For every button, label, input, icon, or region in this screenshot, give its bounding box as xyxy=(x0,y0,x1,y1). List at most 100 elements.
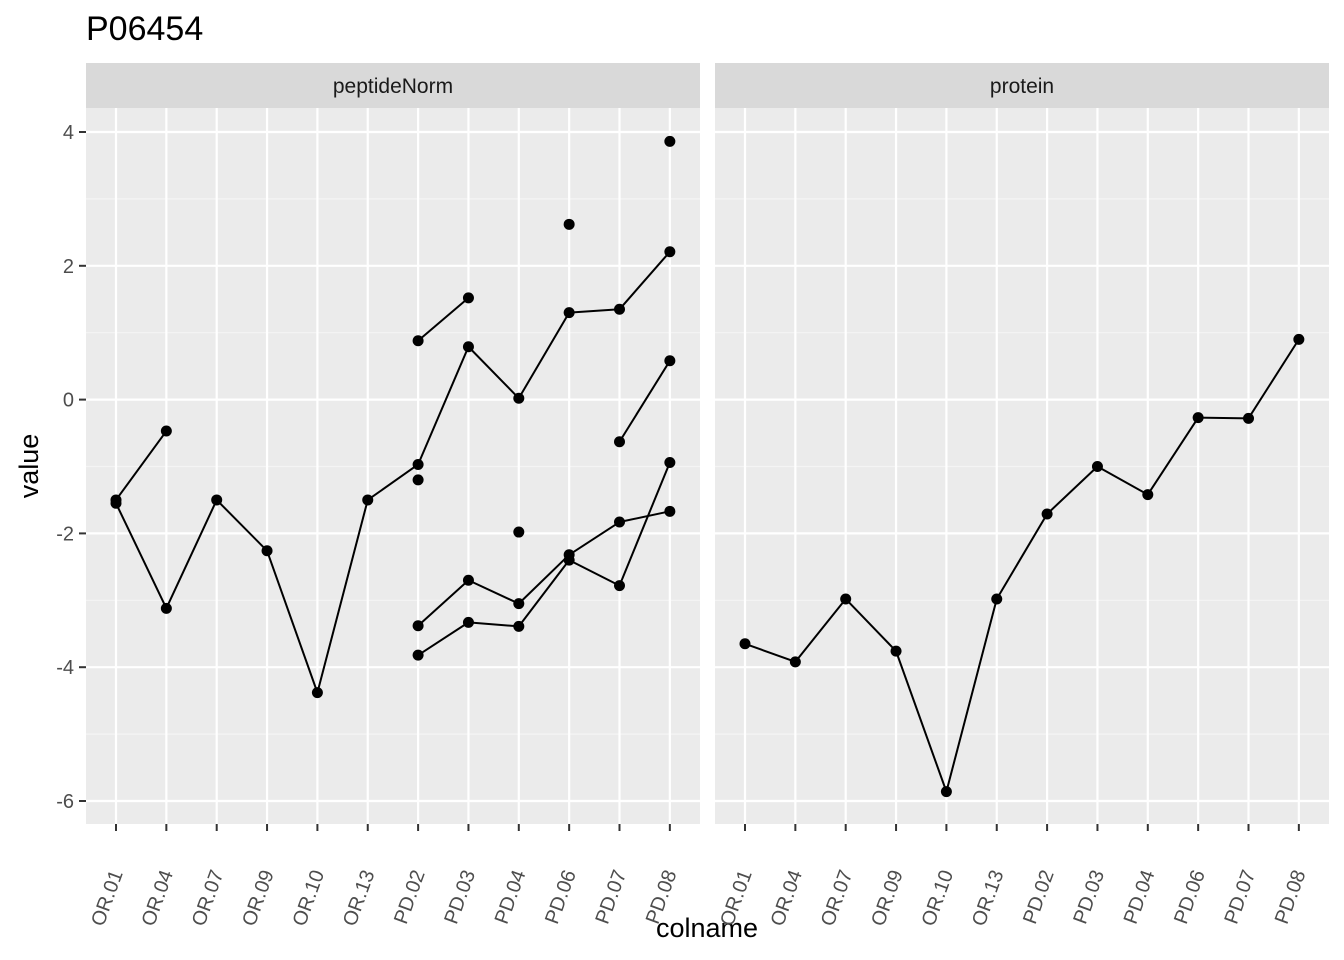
line-segment xyxy=(1096,465,1149,496)
line-segment xyxy=(618,462,671,586)
x-tick-label: PD.02 xyxy=(390,867,430,927)
data-point xyxy=(1091,461,1103,472)
line-segment xyxy=(1247,338,1300,419)
chart-title: P06454 xyxy=(86,10,203,48)
line-segment xyxy=(215,499,268,552)
line-segment xyxy=(468,621,519,628)
data-point xyxy=(614,580,625,592)
line-segment xyxy=(844,598,897,652)
x-tick-label: OR.10 xyxy=(289,867,329,929)
data-point xyxy=(513,620,525,632)
data-point xyxy=(664,456,676,468)
x-tick-label: OR.10 xyxy=(918,867,958,929)
data-point xyxy=(462,616,474,628)
line-segment xyxy=(165,499,218,609)
data-point xyxy=(513,392,525,404)
data-point xyxy=(110,497,122,509)
y-tick-label: 2 xyxy=(63,256,74,278)
y-tick-label: 0 xyxy=(63,390,74,412)
x-tick-label: OR.09 xyxy=(238,867,278,929)
series-4 xyxy=(563,135,676,230)
data-point xyxy=(462,292,474,304)
series-7 xyxy=(412,456,676,661)
line-segment xyxy=(417,579,470,627)
data-point xyxy=(462,341,474,353)
line-segment xyxy=(618,251,671,310)
line-segment xyxy=(115,430,168,501)
series-1 xyxy=(739,333,1305,798)
series-2 xyxy=(110,246,676,699)
line-segment xyxy=(316,499,369,693)
data-point xyxy=(412,458,424,470)
data-point xyxy=(840,593,852,605)
line-segment xyxy=(744,642,796,663)
x-tick-label: OR.04 xyxy=(138,867,178,929)
facet-strip-label: peptideNorm xyxy=(333,75,453,98)
y-tick-label: -2 xyxy=(56,523,74,545)
data-point xyxy=(991,593,1003,605)
x-tick-label: PD.08 xyxy=(1271,867,1311,927)
line-segment xyxy=(1146,417,1199,496)
data-point xyxy=(563,554,575,566)
line-segment xyxy=(367,463,419,501)
data-point xyxy=(311,687,323,699)
y-axis-title: value xyxy=(14,434,44,499)
line-segment xyxy=(417,297,470,342)
data-point xyxy=(940,786,952,798)
line-segment xyxy=(568,521,621,556)
x-tick-label: PD.04 xyxy=(1120,867,1160,927)
facet-peptideNorm: peptideNorm OR.01 OR.04 OR.07 OR.09 OR.10 OR.1… xyxy=(56,63,700,929)
data-point xyxy=(664,246,676,258)
line-segment xyxy=(1198,416,1249,420)
line-segment xyxy=(518,554,570,605)
line-segment xyxy=(266,550,319,693)
x-tick-label: PD.04 xyxy=(491,867,531,927)
line-segment xyxy=(568,559,620,587)
data-point xyxy=(462,574,474,586)
x-axis-title: colname xyxy=(656,913,758,943)
y-tick-label: -6 xyxy=(56,791,74,813)
line-segment xyxy=(417,621,469,656)
data-point xyxy=(412,335,424,347)
line-segment xyxy=(467,346,520,399)
series-5 xyxy=(412,355,676,538)
line-segment xyxy=(945,598,998,792)
x-tick-label: OR.04 xyxy=(767,867,807,929)
x-tick-label: OR.01 xyxy=(87,867,127,929)
data-point xyxy=(160,602,172,614)
x-tick-label: PD.02 xyxy=(1019,867,1059,927)
x-tick-label: OR.13 xyxy=(339,867,379,929)
line-segment xyxy=(619,510,671,524)
data-point xyxy=(261,545,273,557)
data-point xyxy=(1142,489,1154,501)
line-segment xyxy=(618,360,671,443)
data-point xyxy=(1243,412,1254,424)
x-tick-label: OR.09 xyxy=(867,867,907,929)
data-point xyxy=(563,218,575,230)
data-point xyxy=(412,620,424,632)
data-point xyxy=(412,649,424,661)
facet-strip xyxy=(715,63,1329,108)
line-segment xyxy=(569,308,620,314)
line-segment xyxy=(995,513,1048,600)
data-point xyxy=(412,474,424,486)
data-point xyxy=(513,526,525,538)
data-point xyxy=(890,645,902,657)
x-tick-label: PD.06 xyxy=(541,867,581,927)
data-point xyxy=(664,135,676,147)
x-tick-label: PD.06 xyxy=(1170,867,1210,927)
line-segment xyxy=(468,579,520,605)
line-segment xyxy=(115,502,168,609)
data-point xyxy=(664,355,676,367)
data-point xyxy=(1293,333,1305,345)
data-point xyxy=(513,598,525,610)
y-tick-label: -4 xyxy=(56,657,74,679)
data-point xyxy=(739,638,751,650)
data-point xyxy=(614,436,625,448)
x-tick-label: PD.03 xyxy=(1069,867,1109,927)
data-point xyxy=(362,494,374,506)
x-tick-label: PD.07 xyxy=(1221,867,1261,927)
x-tick-label: OR.07 xyxy=(188,867,228,929)
data-point xyxy=(1041,508,1053,520)
